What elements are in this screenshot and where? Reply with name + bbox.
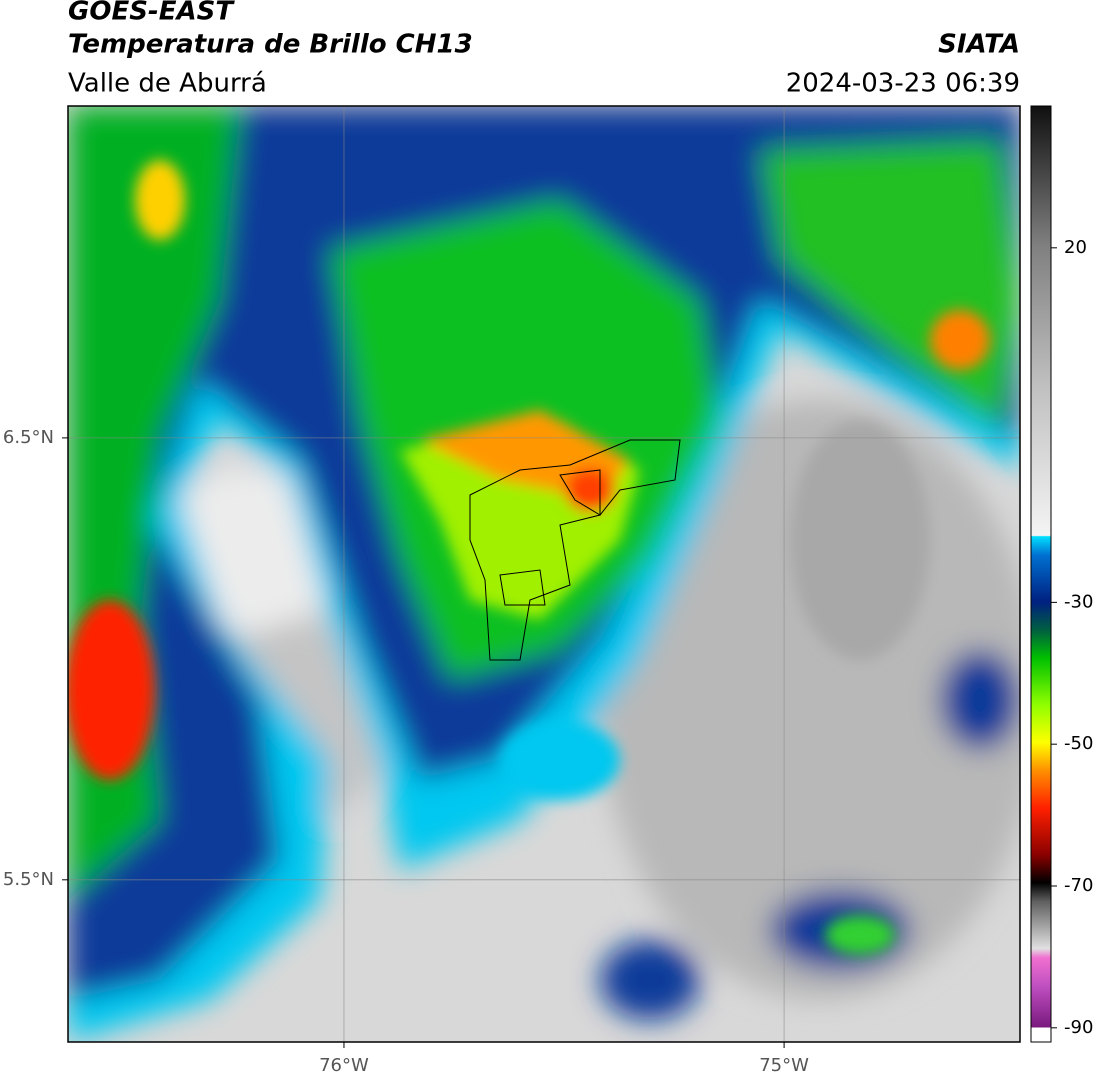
colorbar — [1030, 105, 1052, 1043]
agency: SIATA — [938, 30, 1020, 60]
map-frame — [67, 105, 1021, 1043]
title: GOES-EAST — [68, 0, 235, 27]
x-tick-label: 76°W — [319, 1055, 369, 1076]
colorbar-tick-label: -70 — [1064, 875, 1093, 896]
colorbar-tick-label: -50 — [1064, 733, 1093, 754]
timestamp: 2024-03-23 06:39 — [786, 69, 1020, 99]
region: Valle de Aburrá — [68, 69, 267, 99]
colorbar-tick-label: -90 — [1064, 1017, 1093, 1038]
subtitle: Temperatura de Brillo CH13 — [68, 30, 473, 60]
satellite-image — [68, 106, 1020, 1042]
colorbar-tick-label: -30 — [1064, 591, 1093, 612]
y-tick-label: 5.5°N — [3, 869, 54, 890]
x-tick-label: 75°W — [759, 1055, 809, 1076]
colorbar-tick-label: 20 — [1064, 237, 1087, 258]
y-tick-label: 6.5°N — [3, 427, 54, 448]
